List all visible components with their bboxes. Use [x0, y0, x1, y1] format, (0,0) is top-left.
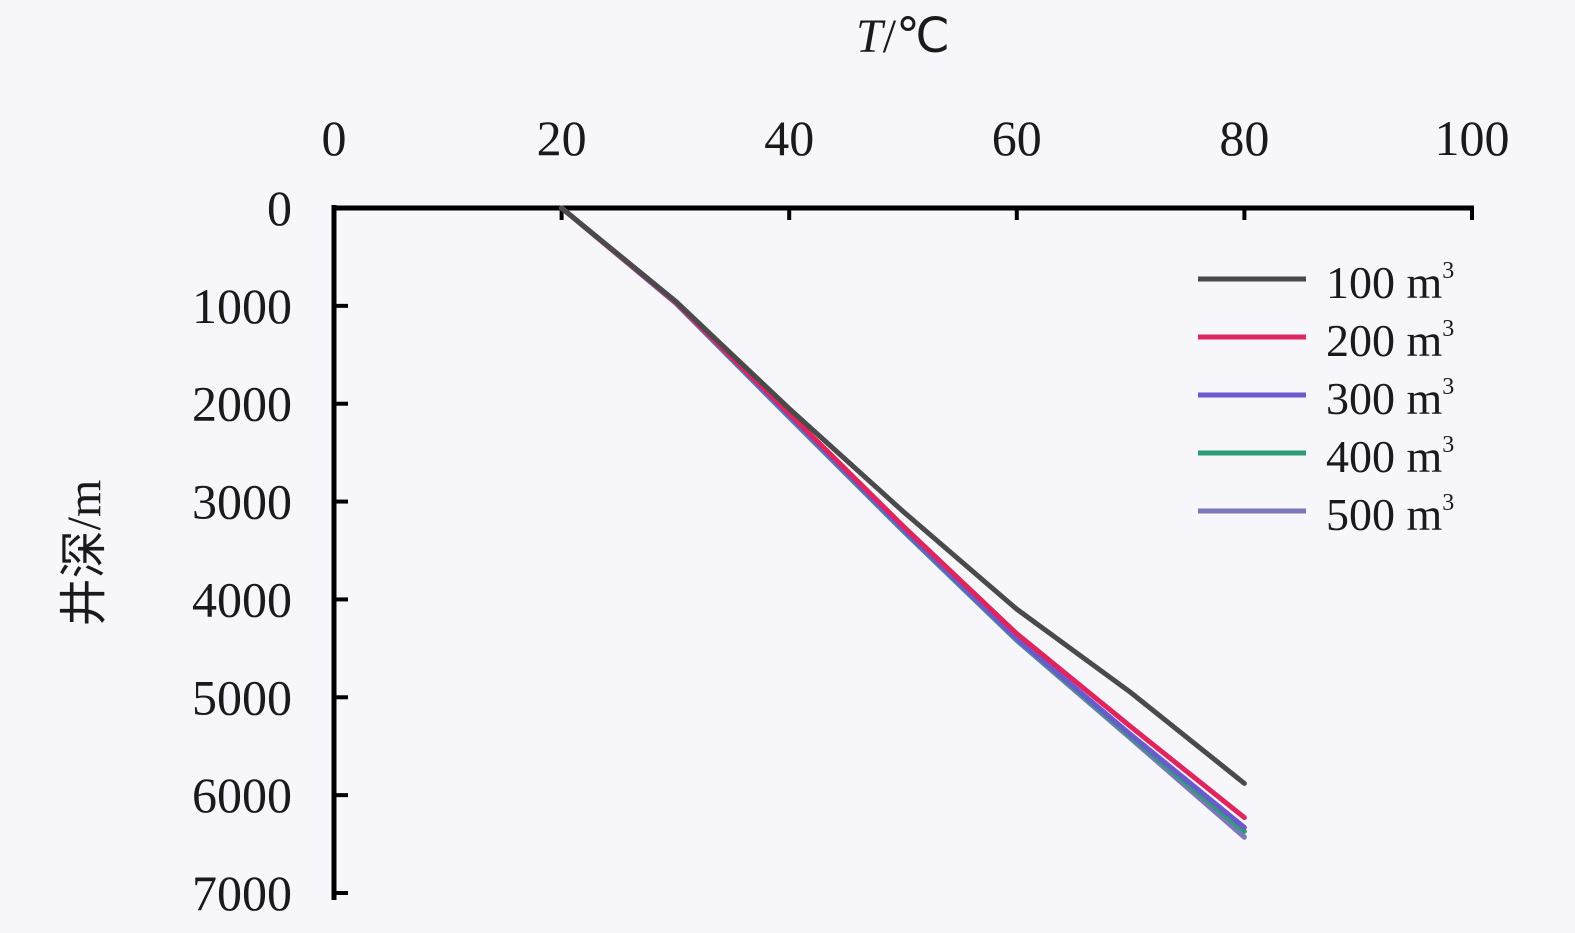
legend-label: 200 m3: [1326, 315, 1454, 366]
legend-label: 300 m3: [1326, 373, 1454, 424]
y-tick-label: 5000: [192, 669, 292, 725]
y-axis-ticks: 0 1000 2000 3000 4000 5000 6000 7000: [192, 180, 348, 921]
legend-label: 500 m3: [1326, 489, 1454, 540]
legend-label-sup: 3: [1442, 490, 1454, 516]
y-tick-label: 7000: [192, 865, 292, 921]
legend-label-text: 200 m: [1326, 315, 1443, 366]
y-tick-label: 2000: [192, 376, 292, 432]
y-axis-title: 井深/m: [58, 480, 111, 627]
legend-label-text: 300 m: [1326, 373, 1443, 424]
x-tick-label: 0: [322, 110, 347, 166]
x-tick-label: 100: [1435, 110, 1510, 166]
legend-label: 400 m3: [1326, 431, 1454, 482]
legend-label: 100 m3: [1326, 257, 1454, 308]
x-tick-label: 40: [764, 110, 814, 166]
legend-label-sup: 3: [1442, 432, 1454, 458]
x-axis-title-var: T: [856, 10, 886, 63]
y-tick-label: 1000: [192, 278, 292, 334]
y-tick-label: 6000: [192, 767, 292, 823]
x-axis-title-unit: /℃: [883, 10, 950, 63]
x-axis-title: T/℃: [856, 10, 950, 63]
legend-label-text: 400 m: [1326, 431, 1443, 482]
series-lines: [559, 205, 1247, 840]
x-tick-label: 80: [1219, 110, 1269, 166]
x-axis-ticks: 0 20 40 60 80 100: [322, 110, 1510, 220]
y-tick-label: 0: [267, 180, 292, 236]
series-line-0: [559, 205, 1247, 786]
legend-label-text: 100 m: [1326, 257, 1443, 308]
x-tick-label: 20: [537, 110, 587, 166]
y-tick-label: 3000: [192, 474, 292, 530]
y-tick-label: 4000: [192, 571, 292, 627]
legend-label-sup: 3: [1442, 374, 1454, 400]
legend-label-text: 500 m: [1326, 489, 1443, 540]
legend-label-sup: 3: [1442, 258, 1454, 284]
legend-label-sup: 3: [1442, 316, 1454, 342]
x-tick-label: 60: [992, 110, 1042, 166]
